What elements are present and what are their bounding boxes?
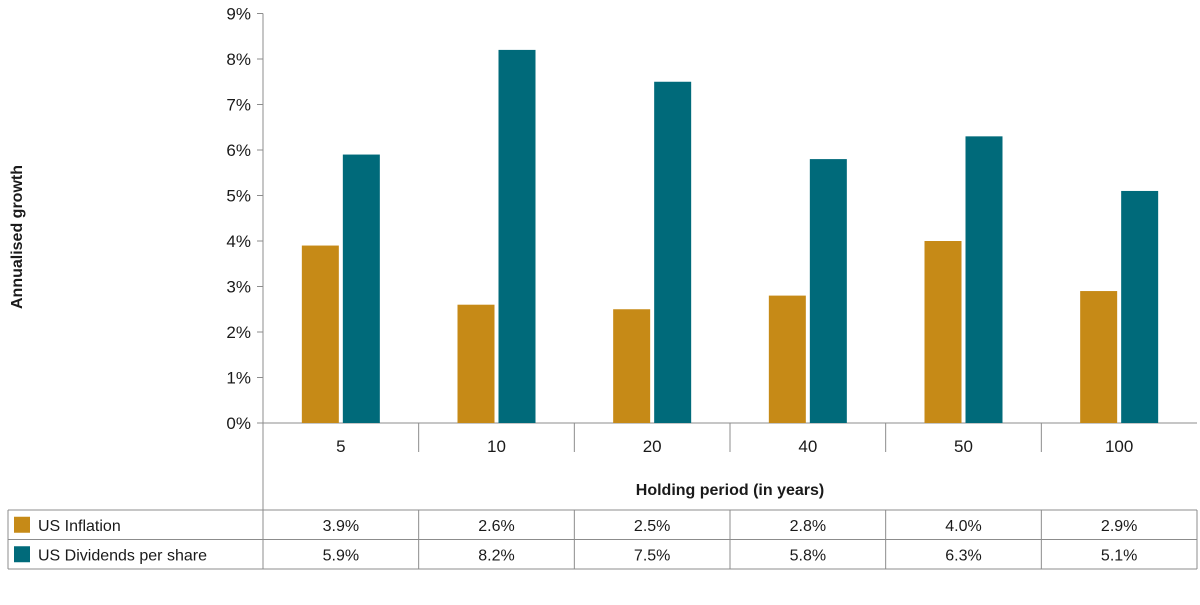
table-row: US Inflation 3.9% 2.6% 2.5% 2.8% 4.0% 2.9% xyxy=(14,516,1137,535)
legend-label: US Dividends per share xyxy=(38,547,207,564)
y-tick-label: 6% xyxy=(226,141,251,160)
bar-inflation-100 xyxy=(1080,291,1118,423)
y-tick-label: 1% xyxy=(226,369,251,388)
bar-inflation-10 xyxy=(457,304,495,423)
table-cell-value: 5.9% xyxy=(323,547,359,564)
table-cell-value: 6.3% xyxy=(945,547,981,564)
y-tick-label: 7% xyxy=(226,96,251,115)
y-axis-title: Annualised growth xyxy=(9,165,26,309)
table-cell-value: 3.9% xyxy=(323,518,359,535)
data-table: US Inflation 3.9% 2.6% 2.5% 2.8% 4.0% 2.9% US D… xyxy=(7,509,1198,570)
legend-swatch xyxy=(14,546,30,563)
x-category-label: 50 xyxy=(954,437,973,456)
table-row: US Dividends per share 5.9% 8.2% 7.5% 5.8% 6.… xyxy=(14,546,1137,564)
bar-dividends-50 xyxy=(965,136,1003,423)
axes-group: 0% 1% 2% 3% 4% 5% 6% 7% 8% 9% 5 10 20 40 50 100 xyxy=(226,5,1197,510)
table-cell-value: 8.2% xyxy=(478,547,514,564)
x-category-label: 100 xyxy=(1105,437,1133,456)
x-category-label: 5 xyxy=(336,437,345,456)
table-cell-value: 2.5% xyxy=(634,518,670,535)
bar-dividends-20 xyxy=(654,81,692,423)
table-cell-value: 2.8% xyxy=(790,518,826,535)
bar-inflation-5 xyxy=(301,245,339,423)
table-cell-value: 2.6% xyxy=(478,518,514,535)
table-cell-value: 5.1% xyxy=(1101,547,1137,564)
table-cell-value: 5.8% xyxy=(790,547,826,564)
y-tick-label: 2% xyxy=(226,323,251,342)
bar-dividends-10 xyxy=(498,49,536,424)
bar-dividends-5 xyxy=(342,154,380,424)
x-axis-title: Holding period (in years) xyxy=(636,482,824,499)
y-tick-label: 0% xyxy=(226,414,251,433)
legend-swatch xyxy=(14,516,30,533)
bar-inflation-20 xyxy=(613,309,651,423)
y-tick-label: 8% xyxy=(226,50,251,69)
x-category-label: 40 xyxy=(798,437,817,456)
y-tick-label: 9% xyxy=(226,5,251,24)
bars-group xyxy=(301,49,1159,424)
bar-dividends-100 xyxy=(1121,190,1159,423)
bar-inflation-40 xyxy=(768,295,806,423)
bar-dividends-40 xyxy=(809,159,847,423)
table-cell-value: 7.5% xyxy=(634,547,670,564)
y-tick-label: 3% xyxy=(226,278,251,297)
x-category-label: 20 xyxy=(643,437,662,456)
legend-label: US Inflation xyxy=(38,518,121,535)
bar-inflation-50 xyxy=(924,241,962,423)
x-category-label: 10 xyxy=(487,437,506,456)
table-cell-value: 2.9% xyxy=(1101,518,1137,535)
table-cell-value: 4.0% xyxy=(945,518,981,535)
y-tick-label: 4% xyxy=(226,232,251,251)
y-tick-label: 5% xyxy=(226,187,251,206)
